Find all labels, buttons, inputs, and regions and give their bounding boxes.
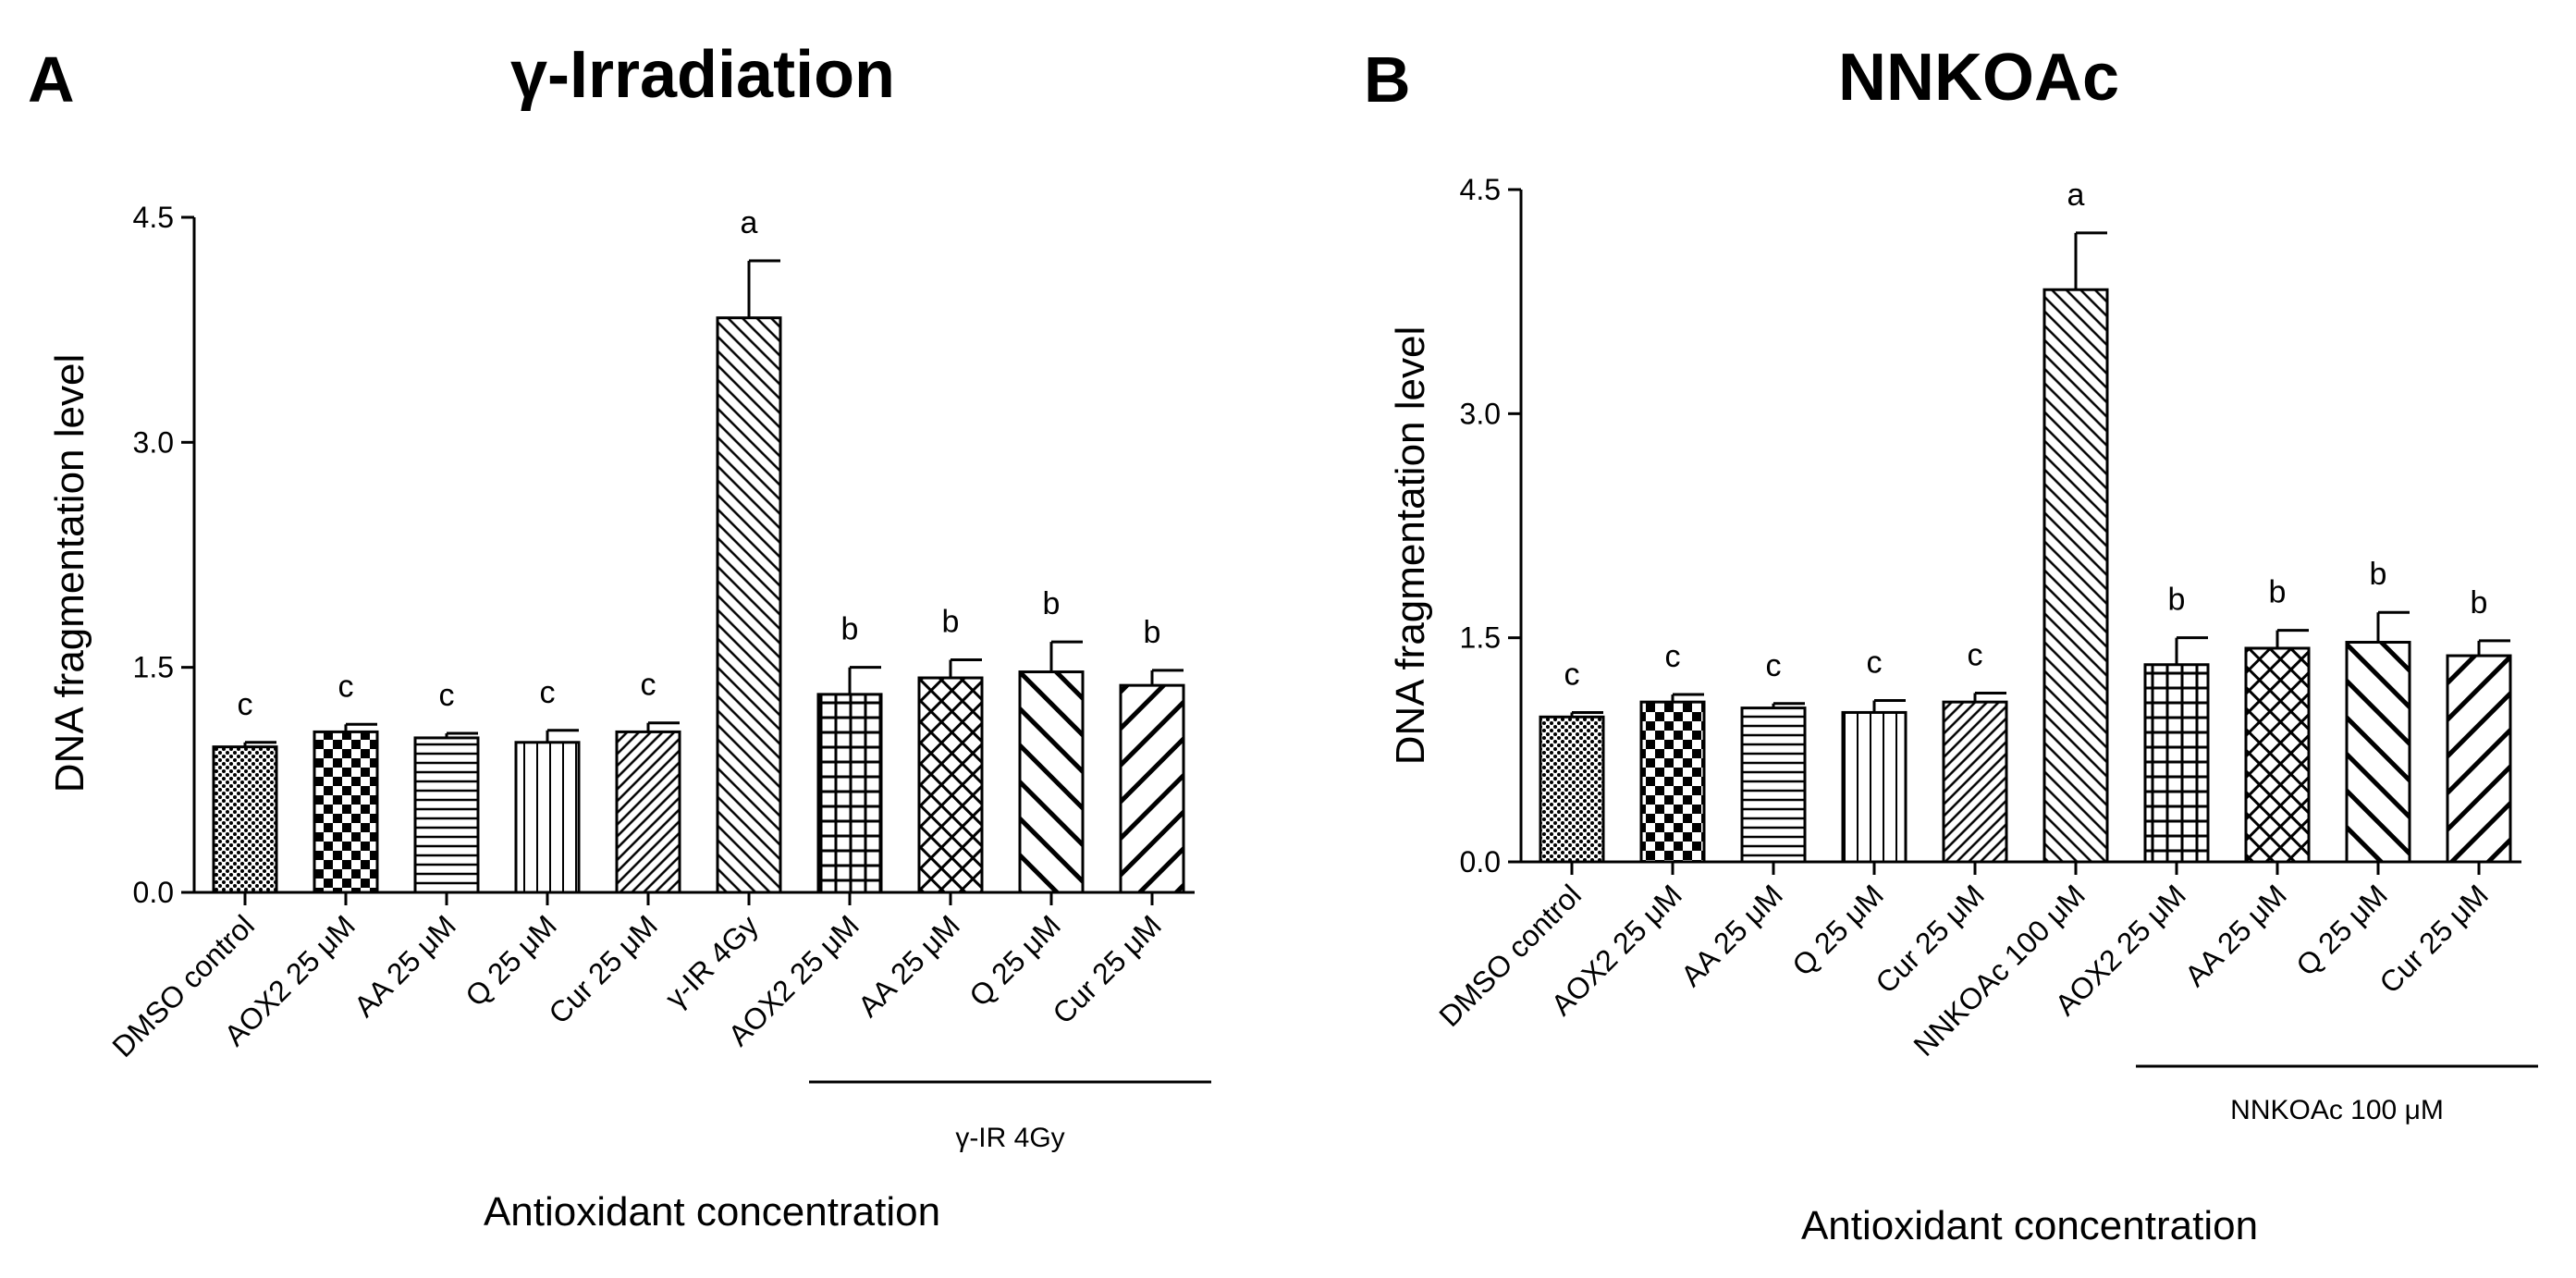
panel-a-significance-label: b [942, 605, 960, 640]
panel-a-category-label: AA 25 μM [348, 908, 462, 1023]
panel-a-bar [917, 676, 984, 894]
panel-b-significance-label: b [2471, 585, 2488, 621]
panel-a-significance-label: b [1043, 586, 1061, 621]
panel-b-y-tick-label: 4.5 [1460, 173, 1501, 206]
panel-a-bar [816, 693, 883, 894]
panel-b-bar [1740, 707, 1807, 864]
panel-b-y-tick-label: 0.0 [1460, 845, 1501, 879]
panel-a-bar [615, 730, 681, 894]
panel-b-group-annotation: NNKOAc 100 μM [2136, 1064, 2538, 1125]
panel-b-y-axis-label: DNA fragmentation level [1388, 326, 1433, 765]
panel-b-bar [2446, 654, 2512, 864]
panel-a-y-tick-label: 3.0 [133, 425, 174, 459]
panel-b-significance-label: b [2168, 583, 2186, 618]
panel-b-bar [2042, 288, 2109, 864]
panel-a-y-tick-label: 1.5 [133, 651, 174, 684]
panel-a-bar [514, 741, 581, 894]
panel-a-category-label: Cur 25 μM [1046, 908, 1168, 1030]
panel-a-significance-label: c [439, 678, 455, 713]
panel-b-group-label: NNKOAc 100 μM [2230, 1095, 2444, 1125]
panel-a-significance-label: c [338, 669, 354, 704]
panel-b-bar [1942, 700, 2008, 864]
panel-b-significance-label: b [2269, 575, 2287, 610]
panel-b-category-label: AA 25 μM [2178, 878, 2293, 992]
panel-a-letter: A [28, 43, 75, 116]
panel-b-y-tick-label: 1.5 [1460, 621, 1501, 655]
panel-a-significance-label: c [540, 675, 556, 710]
panel-a-title: γ-Irradiation [510, 38, 895, 112]
panel-b-significance-label: c [1867, 645, 1883, 681]
panel-b-category-label: Cur 25 μM [2373, 878, 2495, 1000]
panel-a-significance-label: c [238, 687, 253, 722]
panel-a-bar [1119, 683, 1185, 894]
panel-a-category-label: AA 25 μM [852, 908, 966, 1023]
panel-b-x-axis-label: Antioxidant concentration [1801, 1203, 2258, 1248]
panel-b-chart: B NNKOAc DNA fragmentation level Antioxi… [1364, 41, 2538, 1248]
panel-a-significance-label: a [741, 205, 758, 240]
panel-b-bar [1841, 710, 1907, 864]
panel-a-category-label: Q 25 μM [459, 908, 563, 1013]
panel-a-group-annotation: γ-IR 4Gy [809, 1080, 1211, 1153]
panel-a-bars: c c c c c a b b b b [212, 205, 1185, 894]
panel-b-category-label: NNKOAc 100 μM [1907, 878, 2091, 1062]
panel-a-chart: A γ-Irradiation DNA fragmentation level … [28, 38, 1211, 1235]
panel-b-bar [2345, 641, 2411, 864]
panel-a-significance-label: c [641, 668, 656, 703]
panel-b-bar [1639, 700, 1706, 864]
panel-a-x-axis-label: Antioxidant concentration [484, 1189, 940, 1235]
panel-b-bar [2244, 646, 2311, 864]
panel-a-bar [212, 745, 278, 894]
panel-a-group-label: γ-IR 4Gy [955, 1123, 1064, 1153]
panel-a-category-label: Cur 25 μM [542, 908, 664, 1030]
panel-b-significance-label: c [1766, 648, 1782, 683]
panel-a-significance-label: b [841, 612, 859, 647]
panel-b-significance-label: c [1665, 639, 1681, 674]
panel-b-bar [1539, 715, 1605, 864]
panel-b-category-label: AA 25 μM [1674, 878, 1789, 992]
panel-b-significance-label: c [1564, 657, 1580, 692]
panel-b-significance-label: b [2370, 557, 2387, 592]
panel-a-category-label: Q 25 μM [963, 908, 1067, 1013]
panel-b-y-tick-label: 3.0 [1460, 397, 1501, 430]
panel-b-category-label: Q 25 μM [2289, 878, 2394, 982]
panel-a-category-label: γ-IR 4Gy [658, 908, 765, 1014]
panel-a-bar [716, 316, 782, 894]
panel-a-significance-label: b [1144, 615, 1161, 650]
panel-b-category-label: Q 25 μM [1785, 878, 1890, 982]
panel-a-y-axis-label: DNA fragmentation level [47, 354, 92, 793]
panel-a-bar [413, 736, 480, 894]
panel-b-bar [2143, 663, 2210, 864]
panel-a-y-tick-label: 0.0 [133, 876, 174, 909]
panel-b-title: NNKOAc [1838, 41, 2119, 115]
panel-a-bar [1018, 670, 1085, 894]
panel-a-y-tick-label: 4.5 [133, 201, 174, 234]
panel-b-letter: B [1364, 43, 1411, 116]
panel-a-bar [313, 730, 379, 894]
panel-b-significance-label: a [2067, 178, 2085, 213]
panel-b-bars: c c c c c a b b b b [1539, 178, 2512, 864]
panel-b-significance-label: c [1968, 637, 1983, 672]
